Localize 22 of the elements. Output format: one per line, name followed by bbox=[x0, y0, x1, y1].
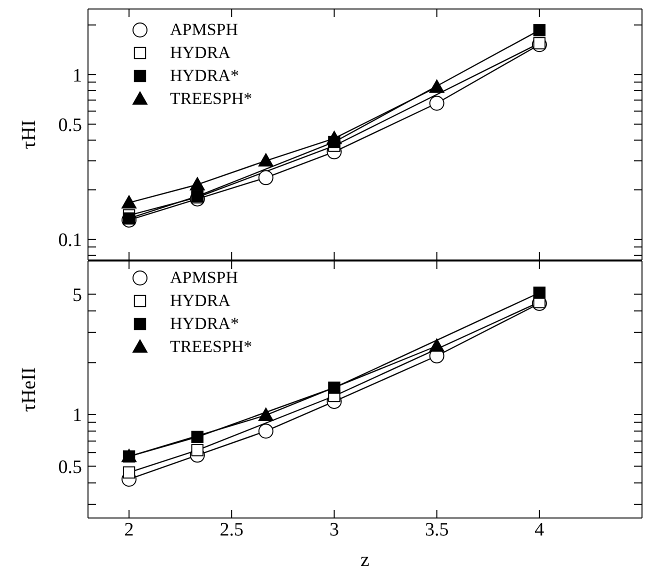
legend-label: HYDRA bbox=[170, 290, 230, 312]
legend-label: HYDRA bbox=[170, 42, 230, 64]
legend-label: TREESPH* bbox=[170, 88, 252, 110]
x-tick-label: 2 bbox=[124, 519, 134, 540]
legend-label: HYDRA* bbox=[170, 313, 239, 335]
y-axis-title: τHI bbox=[18, 120, 40, 150]
x-tick-label: 3.5 bbox=[424, 519, 449, 540]
y-tick-label: 0.1 bbox=[58, 230, 82, 252]
y-tick-label: 5 bbox=[72, 284, 82, 306]
x-tick-label: 3 bbox=[329, 519, 339, 540]
y-tick-label: 0.5 bbox=[58, 114, 82, 136]
x-tick-label: 2.5 bbox=[220, 519, 244, 540]
y-tick-label: 1 bbox=[72, 405, 82, 426]
legend-label: APMSPH bbox=[170, 267, 238, 289]
y-tick-label: 0.5 bbox=[58, 456, 82, 478]
y-tick-label: 1 bbox=[72, 65, 82, 86]
x-axis-title: z bbox=[360, 549, 370, 571]
x-tick-label: 4 bbox=[534, 519, 545, 540]
y-axis-title: τHeII bbox=[18, 367, 40, 412]
legend-label: APMSPH bbox=[170, 19, 238, 41]
legend-label: HYDRA* bbox=[170, 65, 239, 87]
legend-label: TREESPH* bbox=[170, 336, 252, 358]
